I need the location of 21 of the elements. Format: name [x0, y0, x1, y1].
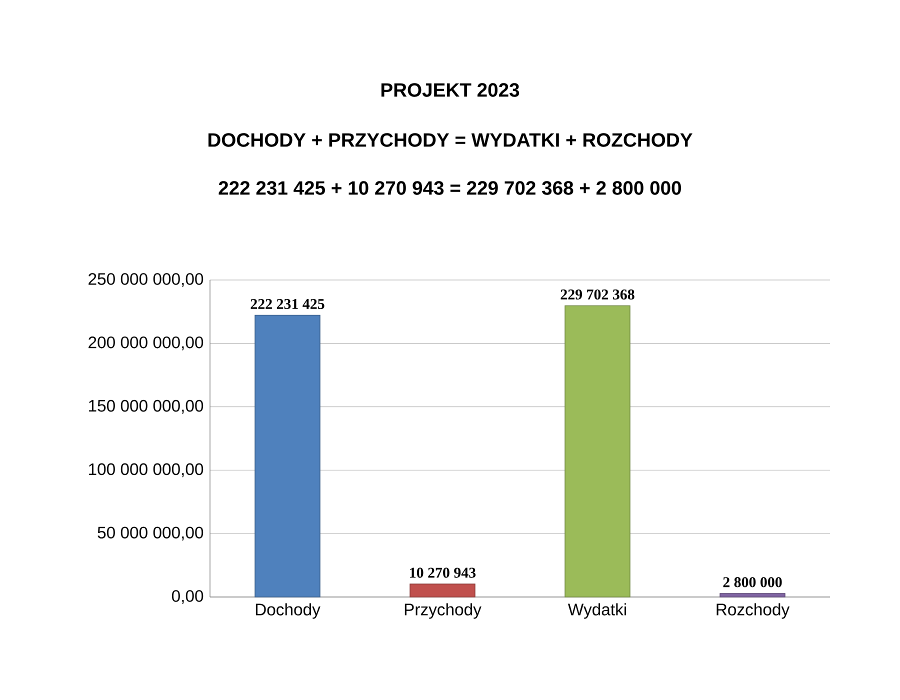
- chart-subtitle: DOCHODY + PRZYCHODY = WYDATKI + ROZCHODY: [208, 133, 692, 147]
- text: 222 231 425 + 10 270 943 = 229 702 368 + 2 800 000: [218, 181, 681, 195]
- y-tick-label: 150 000 000,00: [89, 400, 204, 414]
- bar: [720, 593, 786, 598]
- data-label: 2 800 000: [723, 577, 782, 588]
- x-tick-label: Przychody: [404, 603, 482, 619]
- chart-title: PROJEKT 2023: [381, 83, 520, 97]
- bar: [410, 584, 476, 598]
- y-tick-label: 50 000 000,00: [98, 526, 204, 540]
- y-tick-label: 250 000 000,00: [88, 273, 204, 287]
- data-label: 222 231 425: [250, 298, 324, 309]
- data-label: 229 702 368: [560, 289, 634, 300]
- x-tick-label: Rozchody: [716, 603, 790, 619]
- y-tick-label: 100 000 000,00: [89, 463, 204, 478]
- x-tick-label: Dochody: [256, 603, 320, 619]
- data-label: 10 270 943: [410, 568, 476, 578]
- y-tick-label: 200 000 000,00: [88, 336, 204, 350]
- y-tick-label: 0,00: [172, 590, 204, 604]
- bar: [564, 305, 630, 598]
- x-tick-label: Wydatki: [568, 603, 626, 619]
- bar: [254, 314, 320, 598]
